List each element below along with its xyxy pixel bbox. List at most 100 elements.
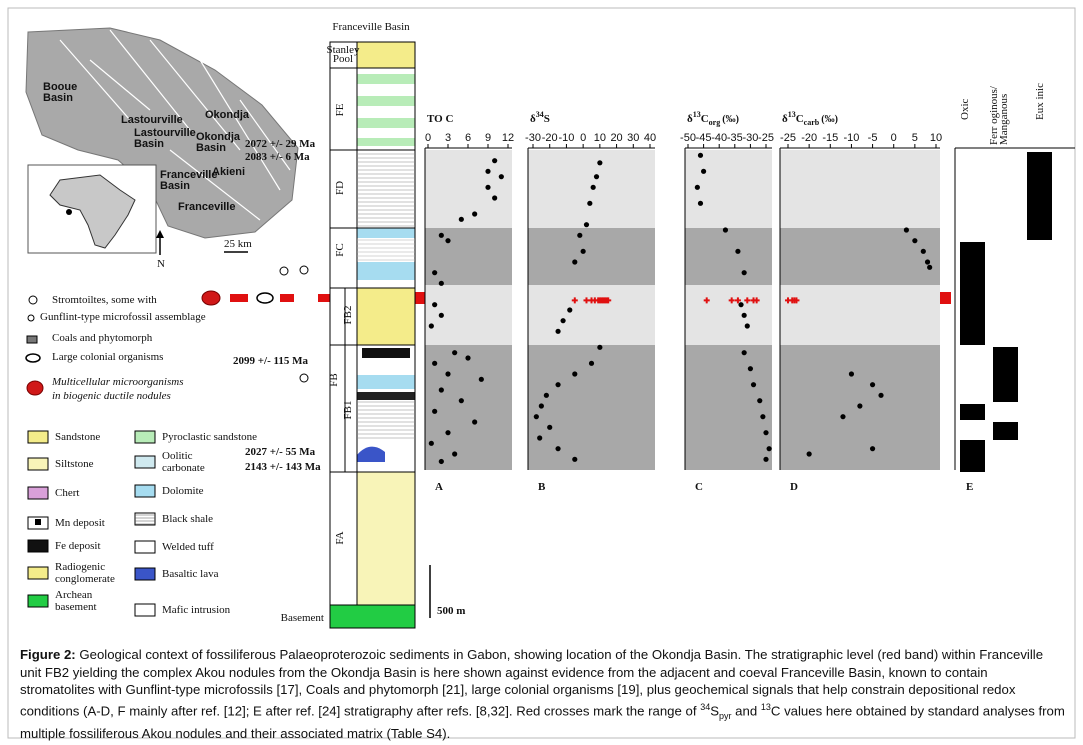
redox-bar <box>993 347 1018 402</box>
red-cross <box>793 297 800 304</box>
lithology-label: Mafic intrusion <box>162 604 231 616</box>
caption-part: pyr <box>719 710 732 721</box>
data-point <box>744 323 750 329</box>
data-point <box>869 446 876 452</box>
header-part: C <box>796 113 804 125</box>
caption: Figure 2: Geological context of fossilif… <box>20 646 1065 743</box>
data-point <box>697 152 704 158</box>
panel-letter: B <box>538 481 546 493</box>
data-point <box>840 414 846 420</box>
x-tick-label: -5 <box>868 132 878 144</box>
header-part: carb <box>804 118 820 127</box>
redox-bar <box>1027 152 1052 240</box>
lithology-label: conglomerate <box>55 573 115 585</box>
data-point <box>438 387 444 393</box>
lithology-label: Pyroclastic sandstone <box>162 431 257 443</box>
age: 2027 +/- 55 Ma <box>245 446 316 458</box>
north-label: N <box>157 258 165 270</box>
data-point <box>869 382 876 388</box>
data-point <box>741 312 747 318</box>
map-label: Franceville <box>178 201 235 213</box>
data-point <box>478 376 484 382</box>
data-point <box>438 458 444 465</box>
data-point <box>432 408 438 414</box>
header-part: δ <box>530 113 536 125</box>
data-point <box>763 456 769 462</box>
swatch <box>27 457 49 471</box>
data-point <box>538 403 544 409</box>
x-tick-label: -45 <box>696 132 712 144</box>
data-point <box>445 238 451 244</box>
data-point <box>806 451 812 457</box>
data-point <box>920 248 926 254</box>
icon <box>26 380 44 396</box>
icon <box>201 290 221 306</box>
x-tick-label: 10 <box>594 132 606 144</box>
map-label: Okondja <box>205 109 250 121</box>
data-point <box>492 195 498 201</box>
data-point <box>432 270 438 276</box>
data-point <box>445 430 451 436</box>
x-tick-label: -20 <box>801 132 817 144</box>
red-cross <box>571 297 578 304</box>
map-region <box>25 27 299 239</box>
lithology-label: Chert <box>55 487 79 499</box>
data-point <box>572 371 578 377</box>
unit-label: FA <box>334 531 346 544</box>
swatch <box>27 486 49 500</box>
map-label: Lastourville <box>121 114 183 126</box>
icon <box>299 373 309 383</box>
icon <box>26 335 38 344</box>
caption-part: and <box>731 703 761 719</box>
data-point <box>485 184 491 190</box>
data-point <box>694 184 700 190</box>
data-point <box>438 280 444 286</box>
data-point <box>577 232 583 238</box>
data-point <box>741 350 747 356</box>
data-point <box>903 227 910 233</box>
frame <box>7 7 1076 739</box>
age: 2083 +/- 6 Ma <box>245 151 310 163</box>
header-part: C <box>701 113 709 125</box>
data-point <box>567 307 573 313</box>
data-point <box>472 211 478 217</box>
lithology-label: Dolomite <box>162 485 204 497</box>
band <box>685 345 772 470</box>
unit-label: FE <box>334 103 346 116</box>
icon <box>299 265 309 275</box>
unit-label: FD <box>334 181 346 195</box>
band <box>528 285 655 345</box>
unit-label: Basement <box>281 612 324 624</box>
header-part: TO C <box>427 113 453 125</box>
data-point <box>458 216 464 222</box>
redox-bar <box>960 404 985 420</box>
band <box>780 285 940 345</box>
shale-lines <box>357 153 415 439</box>
band <box>425 345 512 470</box>
data-point <box>857 403 863 409</box>
x-tick-label: -35 <box>727 132 743 144</box>
x-tick-label: 0 <box>425 132 431 144</box>
swatch <box>134 484 156 498</box>
map-label: Lastourville <box>134 127 196 139</box>
x-tick-label: 20 <box>610 132 622 144</box>
map-label: Akieni <box>212 166 245 178</box>
data-point <box>432 302 438 308</box>
x-tick-label: -10 <box>843 132 859 144</box>
data-point <box>485 168 491 174</box>
icon <box>25 353 41 363</box>
lithology-label: Mn deposit <box>55 517 105 529</box>
data-point <box>555 446 561 452</box>
band <box>528 228 655 285</box>
fossil-legend-label: Gunflint-type microfossil assemblage <box>40 311 206 323</box>
faults <box>59 29 291 221</box>
redox-label: Manganous <box>998 94 1010 145</box>
x-tick-label: 9 <box>485 132 491 144</box>
redox-label: Ferr oginous/ <box>988 85 1000 145</box>
x-tick-label: 10 <box>930 132 942 144</box>
swatch <box>134 540 156 554</box>
data-point <box>587 200 593 206</box>
age: 2099 +/- 115 Ma <box>233 355 309 367</box>
header-part: S <box>544 113 550 125</box>
